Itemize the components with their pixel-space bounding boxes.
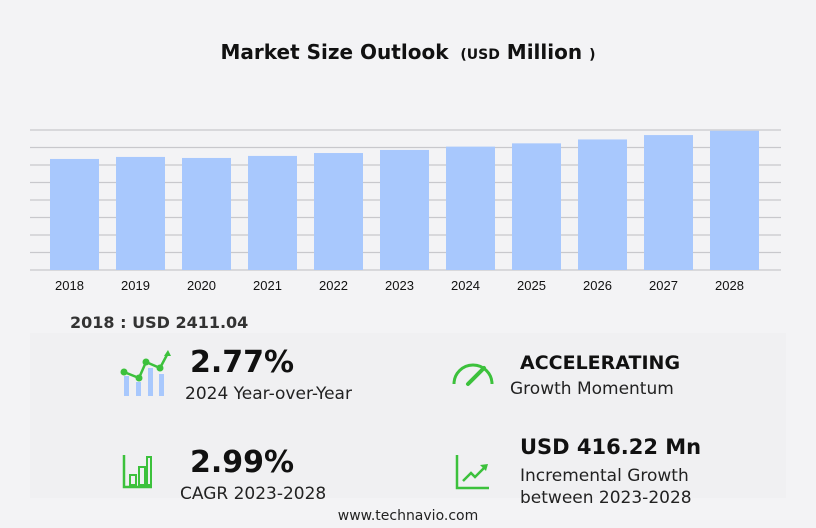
x-tick-label: 2024 [451, 278, 480, 293]
cagr-label: CAGR 2023-2028 [180, 484, 327, 504]
x-tick-label: 2028 [715, 278, 744, 293]
bar-2021 [248, 155, 297, 270]
incremental-growth-icon [455, 455, 489, 490]
bar-2027 [644, 135, 693, 270]
x-tick-label: 2020 [187, 278, 216, 293]
yoy-label: 2024 Year-over-Year [185, 384, 352, 404]
chart-title: Market Size Outlook (USD Million ) [220, 40, 596, 64]
x-tick-label: 2027 [649, 278, 678, 293]
base-year-value: 2018 : USD 2411.04 [70, 313, 249, 332]
stats-panel [30, 333, 786, 498]
x-tick-label: 2022 [319, 278, 348, 293]
bar-2022 [314, 153, 363, 270]
momentum-value: ACCELERATING [520, 352, 681, 374]
speedometer-icon [452, 363, 494, 386]
bar-2023 [380, 149, 429, 270]
bar-2028 [710, 130, 759, 270]
title-unit: (USD [460, 47, 500, 63]
bar-growth-icon [122, 455, 152, 489]
incremental-label: Incremental Growth between 2023-2028 [520, 466, 692, 508]
bar-2026 [578, 139, 627, 270]
x-tick-label: 2023 [385, 278, 414, 293]
x-tick-label: 2026 [583, 278, 612, 293]
title-unit-word: Million [506, 40, 583, 64]
incremental-value: USD 416.22 Mn [520, 435, 702, 459]
footer-url[interactable]: www.technavio.com [337, 508, 479, 524]
title-main: Market Size Outlook [220, 40, 449, 64]
bar-2019 [116, 156, 165, 270]
bar-2024 [446, 146, 495, 270]
bar-2025 [512, 143, 561, 270]
cagr-value: 2.99% [190, 445, 295, 480]
growth-chart-icon [120, 350, 171, 396]
x-tick-label: 2021 [253, 278, 282, 293]
x-tick-label: 2025 [517, 278, 546, 293]
x-tick-label: 2018 [55, 278, 84, 293]
bar-2018 [50, 158, 99, 270]
x-tick-label: 2019 [121, 278, 150, 293]
momentum-label: Growth Momentum [510, 379, 674, 399]
bar-2020 [182, 157, 231, 270]
yoy-value: 2.77% [190, 345, 295, 380]
bar-chart: 2018 2019 2020 2021 2022 2023 2024 2025 2026 2027… [30, 129, 781, 293]
